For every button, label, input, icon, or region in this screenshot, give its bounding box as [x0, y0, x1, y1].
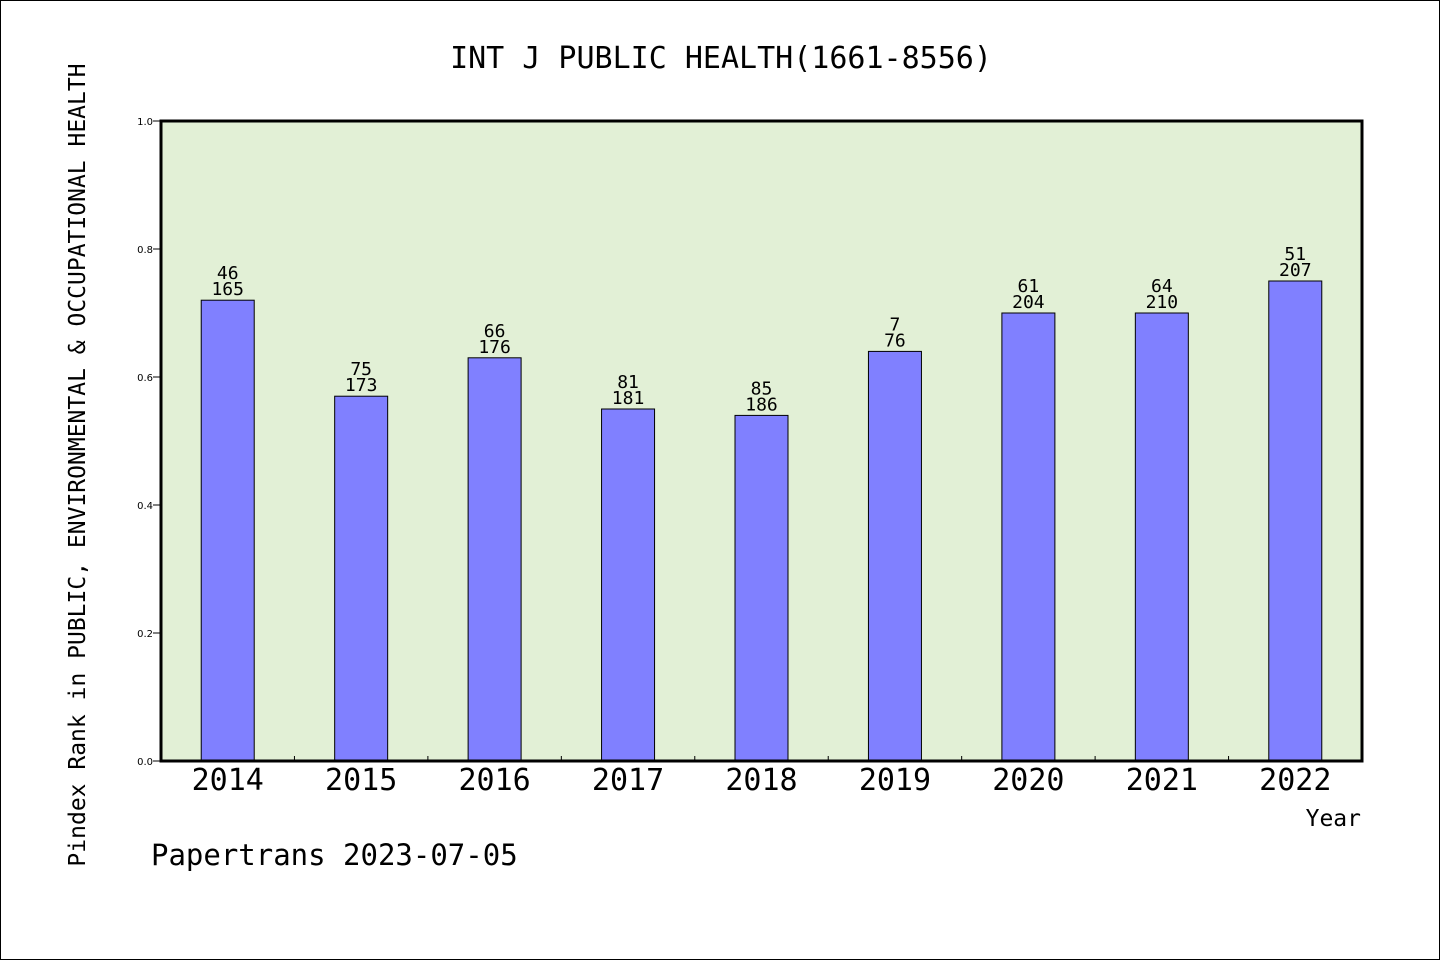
bar-rank-label: 46 [217, 263, 239, 284]
x-tick-label: 2014 [192, 763, 264, 798]
bar-2018 [734, 414, 789, 762]
bar-rank-label: 75 [350, 359, 372, 380]
bar-total-label: 186 [745, 394, 778, 415]
bar-2014 [200, 299, 255, 762]
bar-2017 [601, 408, 656, 762]
bar-total-label: 210 [1146, 292, 1179, 313]
bar-rank-label: 61 [1018, 276, 1040, 297]
bar-rank-label: 85 [751, 378, 773, 399]
x-axis-label: Year [1306, 806, 1361, 832]
y-tick-label: 0.6 [137, 373, 153, 384]
bar-total-label: 204 [1012, 292, 1045, 313]
bar-2019 [867, 350, 922, 762]
x-tick-label: 2017 [592, 763, 664, 798]
bar-2021 [1134, 312, 1189, 762]
bar-rank-label: 64 [1151, 276, 1173, 297]
x-tick-label: 2018 [725, 763, 797, 798]
bar-2016 [467, 357, 522, 762]
bar-total-label: 176 [478, 337, 511, 358]
bar-2022 [1268, 280, 1323, 762]
bar-total-label: 207 [1279, 260, 1312, 281]
axis-ticks: 0.0 0.2 0.4 0.6 0.8 1.0 [137, 117, 1230, 768]
y-axis-label: Pindex Rank in PUBLIC, ENVIRONMENTAL & O… [65, 63, 91, 866]
x-tick-label: 2015 [325, 763, 397, 798]
x-tick-label: 2019 [859, 763, 931, 798]
x-tick-label: 2020 [992, 763, 1064, 798]
x-tick-label: 2022 [1259, 763, 1331, 798]
bar-rank-label: 66 [484, 321, 506, 342]
y-tick-label: 0.2 [137, 629, 153, 640]
bar-2020 [1001, 312, 1056, 762]
chart-title: INT J PUBLIC HEALTH(1661-8556) [450, 41, 992, 76]
y-tick-label: 1.0 [137, 117, 153, 128]
y-tick-label: 0.0 [137, 757, 153, 768]
footer-credit: Papertrans 2023-07-05 [151, 838, 518, 872]
bar-rank-label: 7 [890, 314, 901, 335]
bar-rank-label: 51 [1284, 244, 1306, 265]
bar-2015 [334, 395, 389, 762]
bar-total-label: 173 [345, 375, 378, 396]
bar-total-label: 76 [884, 330, 906, 351]
x-tick-label: 2021 [1126, 763, 1198, 798]
bar-rank-label: 81 [617, 372, 639, 393]
y-tick-label: 0.4 [137, 501, 153, 512]
x-tick-label: 2016 [458, 763, 530, 798]
bar-total-label: 181 [612, 388, 645, 409]
plot-border [159, 119, 1364, 763]
y-tick-label: 0.8 [137, 245, 153, 256]
bar-total-label: 165 [211, 279, 244, 300]
